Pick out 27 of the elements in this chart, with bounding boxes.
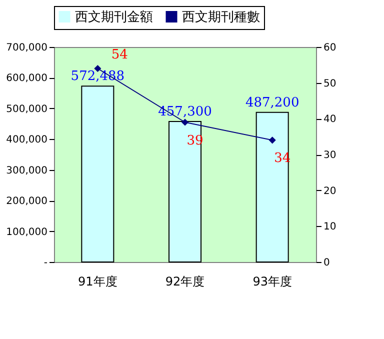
y2-tick-label: 50 <box>324 78 336 90</box>
point <box>181 118 189 126</box>
y-tick-label: 100,000 <box>6 226 48 238</box>
bar <box>81 86 114 262</box>
bar <box>168 121 202 262</box>
data-label: 54 <box>111 48 128 62</box>
y-tick-label: 600,000 <box>6 73 48 84</box>
x-tick-label: 92年度 <box>165 274 205 288</box>
x-tick-label: 91年度 <box>78 274 118 288</box>
x-tick-label: 93年度 <box>252 274 292 288</box>
bar <box>256 112 289 262</box>
data-label: 487,200 <box>245 95 300 110</box>
y-tick-label: - <box>44 258 48 268</box>
y2-tick-label: 60 <box>324 42 336 54</box>
y-tick-label: 700,000 <box>6 42 48 54</box>
legend-label: 西文期刊金額 <box>75 10 153 25</box>
y2-tick-label: 10 <box>324 222 336 233</box>
y-tick-label: 500,000 <box>6 104 48 115</box>
y2-tick-label: 20 <box>324 186 336 197</box>
y2-tick-label: 30 <box>324 150 336 161</box>
point <box>268 136 276 144</box>
y2-tick-label: 0 <box>324 258 330 268</box>
y-tick-label: 300,000 <box>6 165 48 176</box>
y-tick-label: 200,000 <box>6 196 48 208</box>
y2-tick-label: 40 <box>324 114 336 126</box>
y-tick-label: 400,000 <box>6 134 48 146</box>
legend-label: 西文期刊種數 <box>182 10 260 25</box>
